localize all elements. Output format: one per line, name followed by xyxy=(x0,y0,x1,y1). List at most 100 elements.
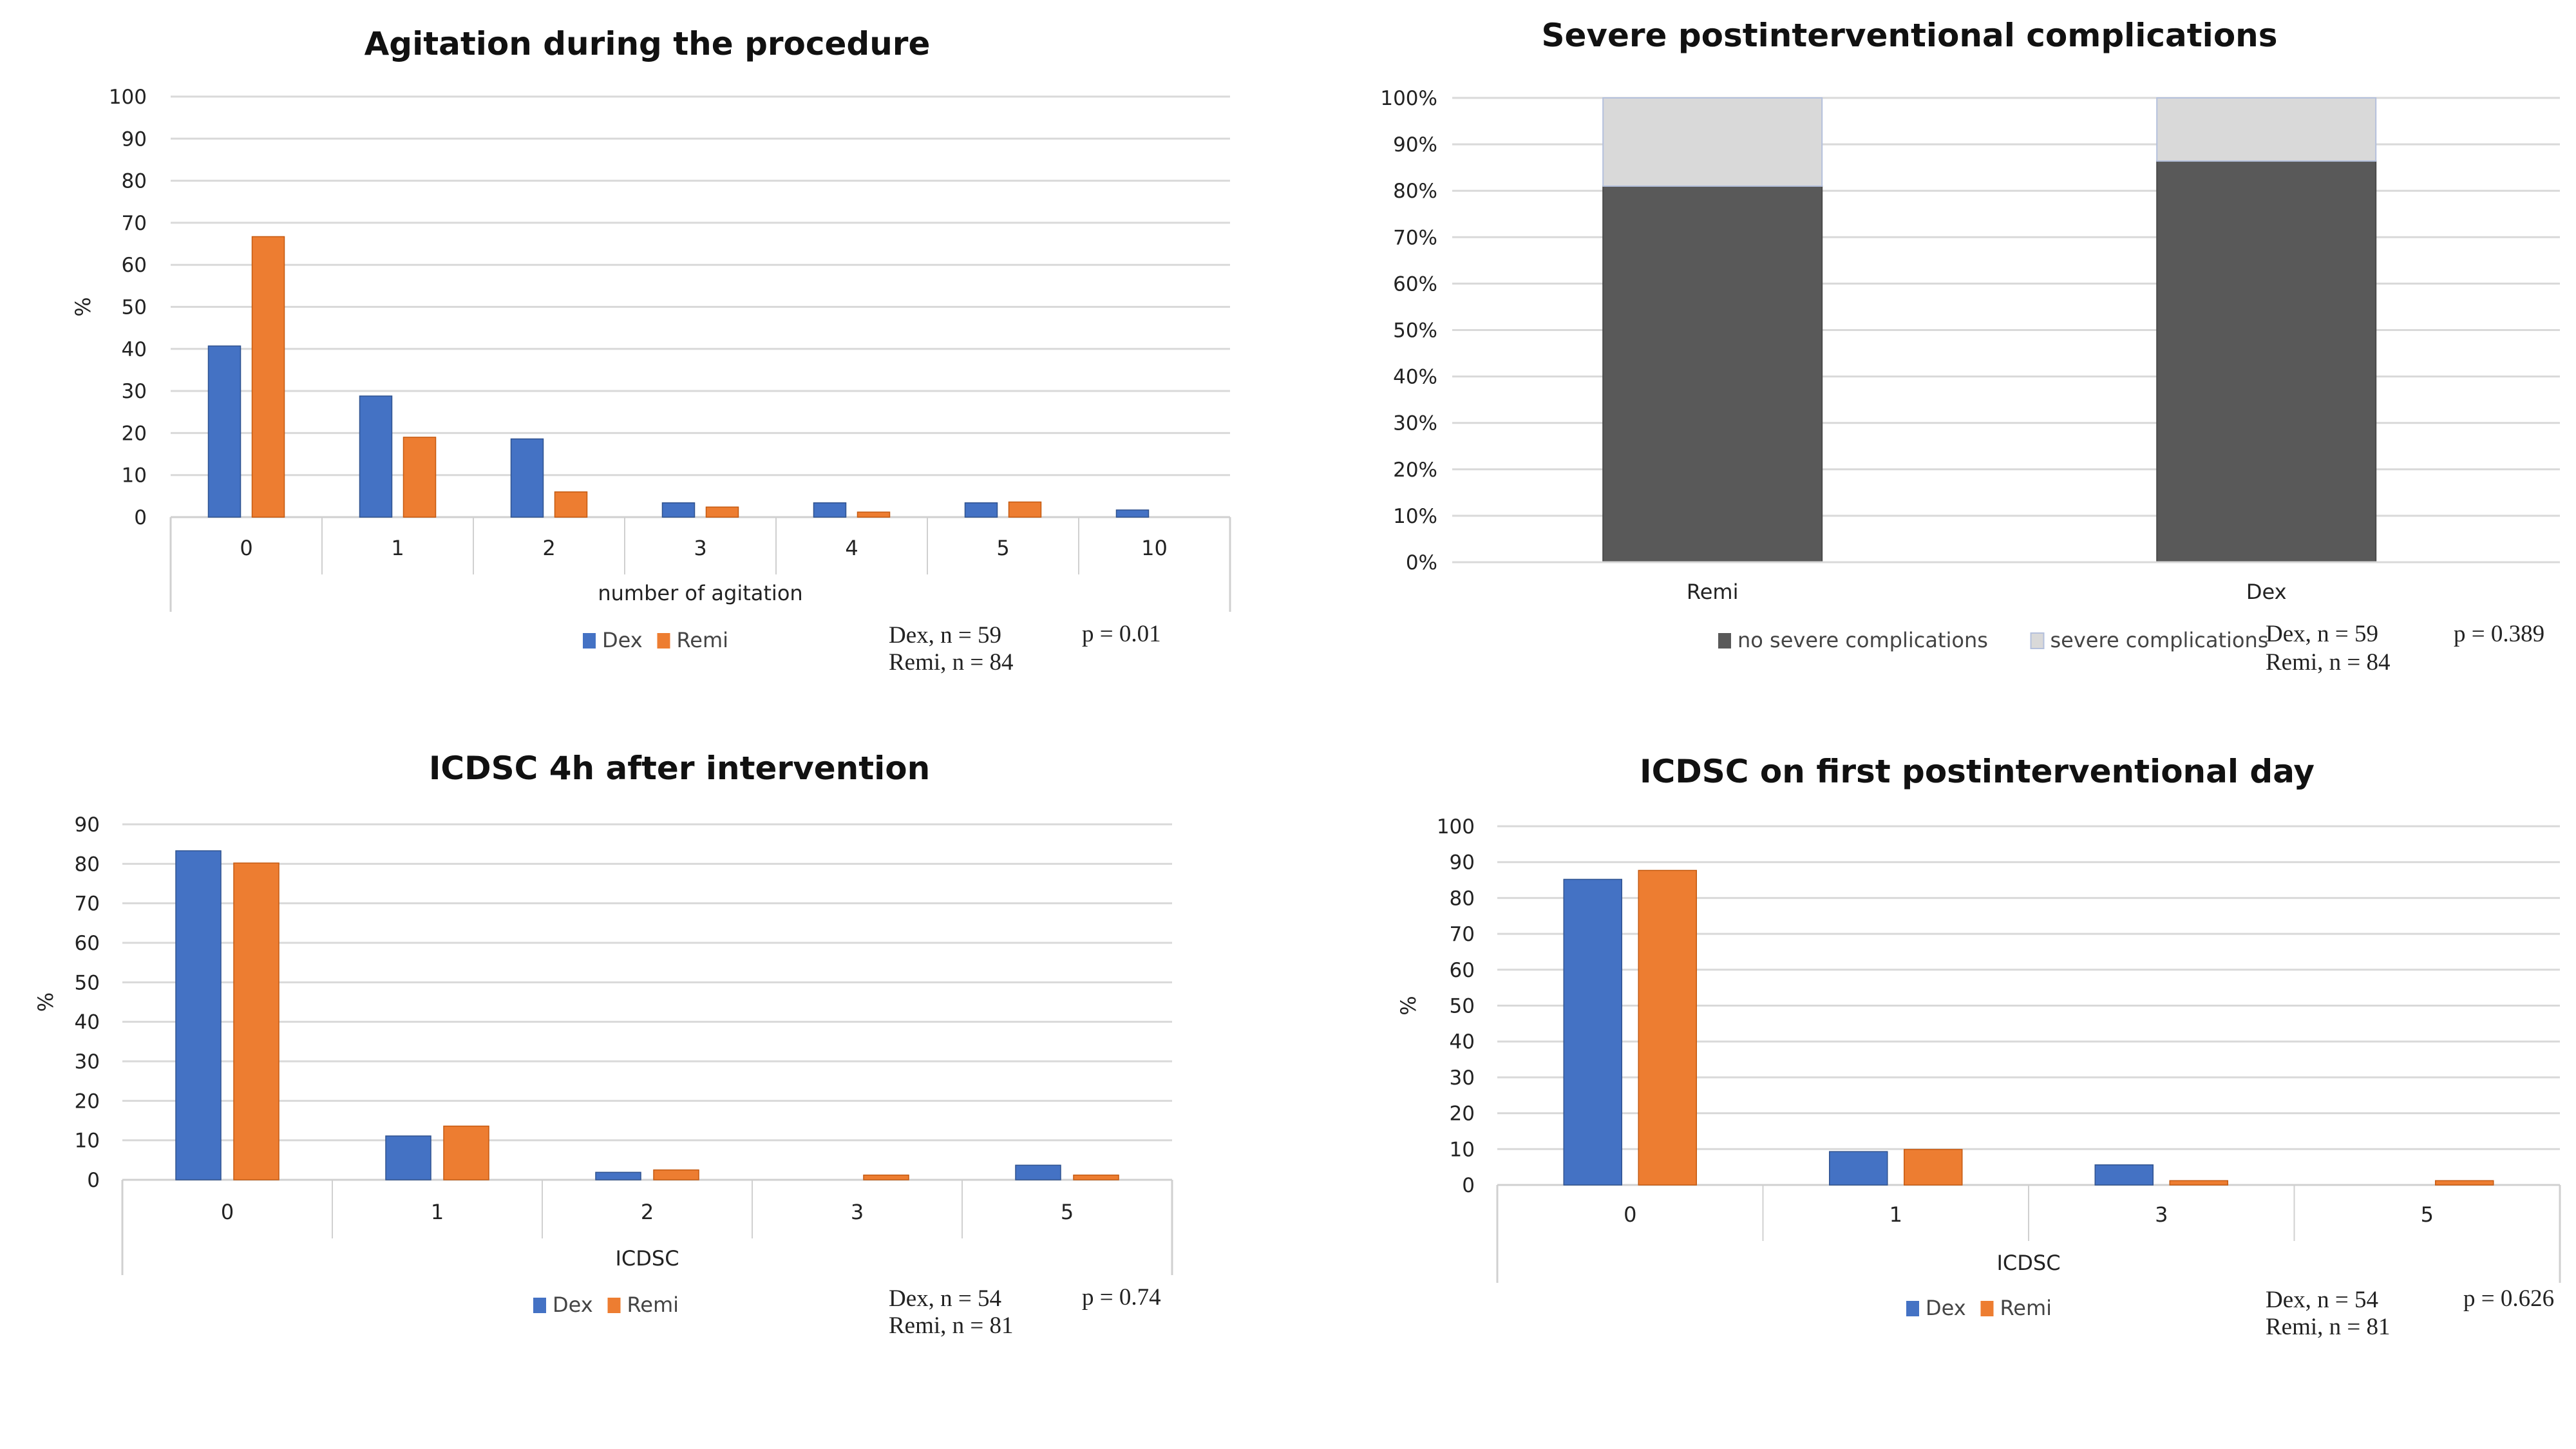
y-tick-label: 70 xyxy=(122,212,147,235)
bar-remi-5 xyxy=(1008,501,1042,518)
y-tick-label: 60 xyxy=(122,254,147,277)
legend-label: Remi xyxy=(677,628,729,652)
x-tick-label: 4 xyxy=(845,536,858,560)
legend-label: Dex xyxy=(1926,1296,1966,1320)
x-tick-label: Dex xyxy=(2246,580,2287,604)
legend-swatch-Remi xyxy=(657,633,670,649)
y-tick-label: 0 xyxy=(134,506,147,529)
x-tick-label: 3 xyxy=(694,536,706,560)
chart-agitation: Agitation during the procedure0102030405… xyxy=(71,25,1231,676)
bar-dex-4 xyxy=(813,502,847,518)
bar-segment-no-severe-complications xyxy=(1602,185,1823,563)
sample-size-dex: Dex, n = 54 xyxy=(889,1285,1001,1312)
y-tick-label: 100 xyxy=(1437,815,1475,838)
bar-remi-1 xyxy=(402,437,437,518)
bar-dex-10 xyxy=(1115,509,1150,518)
bar-remi-3 xyxy=(2169,1180,2228,1186)
sample-size-remi: Remi, n = 84 xyxy=(2266,649,2391,676)
legend-label: no severe complications xyxy=(1738,628,1988,652)
y-tick-label: 30 xyxy=(75,1050,100,1074)
x-tick-label: 0 xyxy=(240,536,252,560)
bar-dex-0 xyxy=(175,850,222,1180)
bar-dex-1 xyxy=(385,1135,431,1180)
y-tick-label: 90 xyxy=(122,128,147,151)
x-tick-label: 1 xyxy=(1889,1202,1902,1227)
x-tick-label: 3 xyxy=(851,1200,864,1224)
p-value: p = 0.01 xyxy=(1082,621,1161,647)
bar-remi-2 xyxy=(554,491,588,518)
y-tick-label: 70% xyxy=(1393,226,1437,249)
y-tick-label: 50% xyxy=(1393,319,1437,343)
chart-complications: Severe postinterventional complications 0… xyxy=(1380,17,2560,676)
y-tick-label: 80 xyxy=(122,170,147,193)
y-tick-label: 10% xyxy=(1393,505,1437,528)
bar-segment-severe-complications xyxy=(2156,97,2377,162)
legend-label: Remi xyxy=(627,1293,679,1317)
x-tick-label: 2 xyxy=(641,1200,654,1224)
bar-dex-1 xyxy=(359,395,393,518)
bar-dex-0 xyxy=(207,345,242,518)
x-tick-label: 2 xyxy=(542,536,555,560)
bar-remi-0 xyxy=(1638,869,1697,1186)
y-tick-label: 60% xyxy=(1393,272,1437,296)
sample-size-remi: Remi, n = 81 xyxy=(2266,1314,2391,1340)
y-tick-label: 60 xyxy=(1450,959,1475,982)
y-tick-label: 30% xyxy=(1393,412,1437,435)
legend-swatch-severe-complications xyxy=(2030,632,2045,649)
bar-dex-3 xyxy=(2094,1164,2154,1186)
x-tick-label: 1 xyxy=(431,1200,444,1224)
bar-dex-3 xyxy=(661,502,696,518)
y-tick-label: 100 xyxy=(109,86,147,109)
y-tick-label: 30 xyxy=(122,380,147,403)
y-tick-label: 10 xyxy=(1450,1138,1475,1161)
y-axis-label: % xyxy=(1396,996,1421,1015)
bar-remi-0 xyxy=(233,862,279,1180)
y-axis-label: % xyxy=(33,992,58,1012)
bar-segment-no-severe-complications xyxy=(2156,160,2377,563)
p-value: p = 0.74 xyxy=(1082,1284,1161,1311)
legend-label: severe complications xyxy=(2050,628,2269,652)
y-tick-label: 10 xyxy=(75,1130,100,1153)
legend-label: Dex xyxy=(602,628,643,652)
chart-icdsc-4h: ICDSC 4h after intervention0102030405060… xyxy=(33,750,1173,1339)
y-tick-label: 50 xyxy=(75,971,100,994)
legend-swatch-Dex xyxy=(583,633,596,649)
chart-title: Agitation during the procedure xyxy=(365,25,931,62)
y-tick-label: 50 xyxy=(1450,995,1475,1018)
chart-icdsc-day1: ICDSC on first postinterventional day 0 10… xyxy=(1396,753,2561,1340)
y-axis-label: % xyxy=(71,297,95,316)
y-tick-label: 0 xyxy=(87,1169,100,1192)
y-tick-label: 0% xyxy=(1406,551,1437,574)
y-tick-label: 20 xyxy=(1450,1103,1475,1126)
bar-remi-2 xyxy=(653,1169,699,1180)
y-tick-label: 100% xyxy=(1380,87,1437,110)
sample-size-remi: Remi, n = 81 xyxy=(889,1312,1014,1339)
legend-label: Remi xyxy=(2000,1296,2052,1320)
p-value: p = 0.389 xyxy=(2454,621,2544,647)
bar-dex-1 xyxy=(1829,1151,1888,1186)
sample-size-dex: Dex, n = 59 xyxy=(2266,621,2378,647)
x-tick-label: 5 xyxy=(1061,1200,1074,1224)
bar-remi-4 xyxy=(857,511,891,518)
y-tick-label: 90 xyxy=(75,813,100,837)
y-tick-label: 40 xyxy=(75,1011,100,1034)
y-tick-label: 80 xyxy=(1450,887,1475,910)
x-axis-label: ICDSC xyxy=(615,1246,679,1271)
bar-dex-2 xyxy=(510,438,544,518)
chart-title: Severe postinterventional complications xyxy=(1541,17,2277,54)
x-tick-label: 3 xyxy=(2155,1202,2168,1227)
y-tick-label: 20 xyxy=(122,422,147,445)
bar-dex-0 xyxy=(1563,878,1622,1186)
y-tick-label: 40 xyxy=(122,338,147,361)
y-tick-label: 50 xyxy=(122,296,147,319)
y-tick-label: 80 xyxy=(75,853,100,876)
x-tick-label: 5 xyxy=(2421,1202,2434,1227)
bar-remi-3 xyxy=(705,506,739,518)
bar-remi-5 xyxy=(2435,1180,2494,1186)
legend-swatch-Dex xyxy=(533,1298,546,1313)
y-tick-label: 20 xyxy=(75,1090,100,1113)
y-tick-label: 0 xyxy=(1462,1174,1475,1197)
x-tick-label: 10 xyxy=(1141,536,1168,560)
chart-title: ICDSC on first postinterventional day xyxy=(1640,753,2315,790)
